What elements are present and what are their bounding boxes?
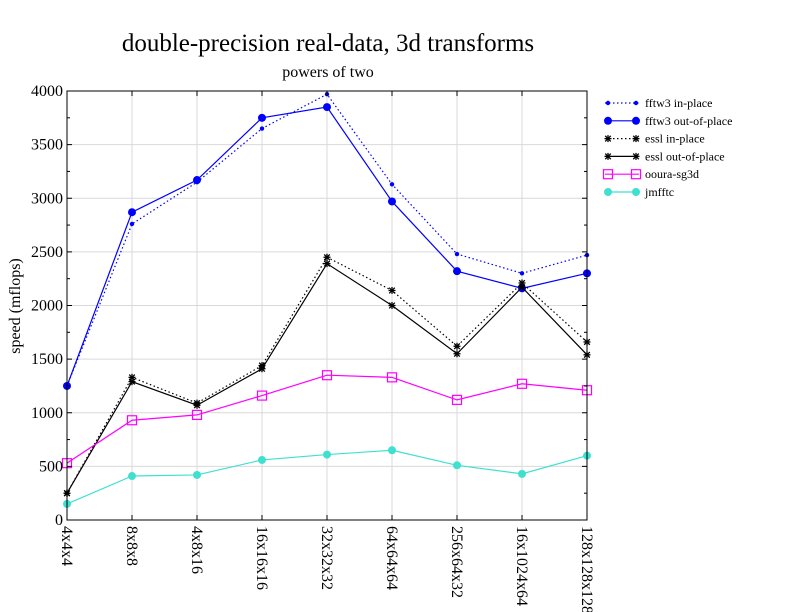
x-tick-label: 16x16x16 bbox=[253, 526, 270, 590]
data-point bbox=[451, 394, 463, 405]
y-tick-label: 2000 bbox=[31, 298, 63, 315]
data-point bbox=[193, 470, 201, 479]
axis-layer: 0 500 1000 1500 2000 2500 3000 3500 4000 4x4x4 8x8… bbox=[31, 83, 595, 612]
data-point bbox=[323, 260, 331, 268]
legend-label: fftw3 in-place bbox=[645, 96, 712, 110]
legend-item-essl-in-place: essl in-place bbox=[604, 132, 705, 146]
y-tick-label: 0 bbox=[55, 512, 63, 529]
y-tick-label: 3500 bbox=[31, 137, 63, 154]
y-tick-label: 500 bbox=[39, 458, 63, 475]
legend-label: jmfftc bbox=[644, 185, 674, 199]
y-tick-label: 4000 bbox=[31, 83, 63, 100]
data-point bbox=[193, 176, 201, 185]
data-point bbox=[453, 342, 461, 350]
x-tick-label: 16x1024x64 bbox=[513, 526, 530, 606]
data-point bbox=[321, 370, 333, 381]
legend: fftw3 in-place fftw3 out-of-place essl in-… bbox=[602, 96, 732, 199]
series-line bbox=[66, 93, 588, 387]
data-point bbox=[388, 197, 396, 206]
legend-marker bbox=[604, 116, 612, 125]
y-tick-label: 2500 bbox=[31, 244, 63, 261]
data-point bbox=[323, 103, 331, 112]
data-point bbox=[256, 390, 268, 401]
series-jmfftc bbox=[63, 446, 591, 508]
data-point bbox=[516, 378, 528, 389]
legend-label: essl in-place bbox=[645, 132, 705, 146]
x-tick-label: 8x8x8 bbox=[123, 526, 140, 566]
y-tick-label: 1500 bbox=[31, 351, 63, 368]
y-axis-label: speed (mflops) bbox=[7, 258, 24, 354]
y-tick-label: 3000 bbox=[31, 190, 63, 207]
data-point bbox=[518, 469, 526, 478]
x-tick-label: 4x4x4 bbox=[58, 526, 75, 566]
data-point bbox=[388, 446, 396, 455]
series-line bbox=[66, 374, 588, 464]
data-point bbox=[323, 253, 331, 261]
x-tick-label: 64x64x64 bbox=[383, 526, 400, 590]
legend-item-essl-out-of-place: essl out-of-place bbox=[604, 149, 725, 163]
data-point bbox=[453, 350, 461, 358]
legend-marker bbox=[605, 100, 611, 106]
y-tick-label: 1000 bbox=[31, 405, 63, 422]
legend-item-fftw3-out-of-place: fftw3 out-of-place bbox=[604, 114, 732, 128]
data-point bbox=[191, 409, 203, 420]
data-point bbox=[388, 286, 396, 294]
data-point bbox=[258, 365, 266, 373]
data-point bbox=[453, 461, 461, 470]
x-tick-label: 32x32x32 bbox=[318, 526, 335, 590]
x-tick-label: 4x8x16 bbox=[188, 526, 205, 574]
data-point bbox=[128, 378, 136, 386]
legend-marker bbox=[632, 152, 640, 160]
series-fftw3-out-of-place bbox=[63, 103, 591, 390]
data-point bbox=[193, 401, 201, 409]
legend-item-jmfftc: jmfftc bbox=[604, 185, 674, 199]
data-point bbox=[518, 283, 526, 291]
legend-label: ooura-sg3d bbox=[645, 167, 699, 181]
legend-marker bbox=[632, 135, 640, 143]
data-point bbox=[258, 455, 266, 464]
legend-marker bbox=[604, 135, 612, 143]
data-point bbox=[389, 182, 395, 187]
legend-marker bbox=[632, 188, 640, 196]
chart-title: double-precision real-data, 3d transform… bbox=[122, 30, 534, 57]
x-tick-label: 256x64x32 bbox=[448, 526, 465, 598]
data-point bbox=[258, 113, 266, 122]
legend-marker bbox=[604, 188, 612, 196]
legend-marker bbox=[630, 169, 642, 180]
legend-item-ooura-sg3d: ooura-sg3d bbox=[602, 167, 699, 181]
data-point bbox=[453, 267, 461, 276]
data-point bbox=[128, 472, 136, 481]
legend-marker bbox=[602, 169, 614, 180]
data-point bbox=[128, 208, 136, 217]
legend-item-fftw3-in-place: fftw3 in-place bbox=[605, 96, 712, 110]
legend-label: essl out-of-place bbox=[645, 149, 725, 163]
legend-label: fftw3 out-of-place bbox=[645, 114, 732, 128]
data-point bbox=[126, 415, 138, 426]
data-point bbox=[388, 302, 396, 309]
x-tick-label: 128x128x128 bbox=[578, 526, 595, 612]
data-point bbox=[454, 251, 460, 257]
legend-marker bbox=[604, 152, 612, 160]
data-point bbox=[386, 372, 398, 383]
legend-marker bbox=[633, 100, 639, 106]
chart-subtitle: powers of two bbox=[282, 64, 374, 81]
data-point bbox=[323, 450, 331, 459]
legend-marker bbox=[632, 116, 640, 125]
data-point bbox=[129, 221, 135, 227]
data-point bbox=[259, 126, 265, 131]
data-point bbox=[519, 271, 525, 276]
